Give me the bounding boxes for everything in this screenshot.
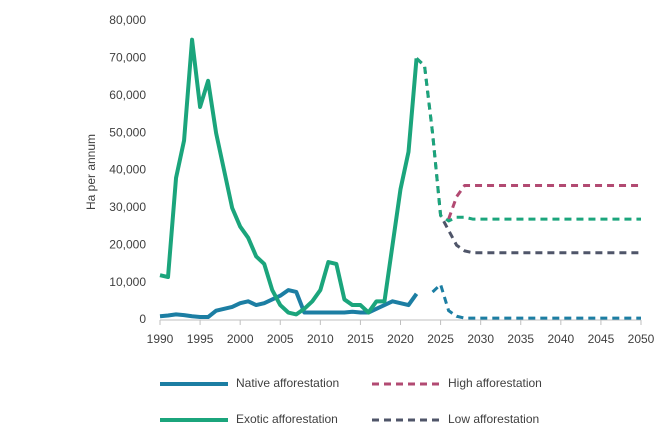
x-tick-label: 2010 xyxy=(307,332,334,346)
y-tick-label: 70,000 xyxy=(109,51,146,65)
series-line xyxy=(415,57,641,223)
x-tick-label: 2030 xyxy=(467,332,494,346)
series-line xyxy=(159,288,419,320)
y-tick-label: 80,000 xyxy=(109,13,146,27)
y-tick-label: 20,000 xyxy=(109,237,146,251)
x-tick-label: 1990 xyxy=(147,332,174,346)
y-tick-label: 60,000 xyxy=(109,88,146,102)
series-line xyxy=(447,183,641,220)
x-tick-label: 2005 xyxy=(267,332,294,346)
y-tick-label: 50,000 xyxy=(109,125,146,139)
y-tick-label: 40,000 xyxy=(109,163,146,177)
x-tick-label: 2035 xyxy=(507,332,534,346)
legend-label: Native afforestation xyxy=(236,376,339,390)
y-tick-label: 30,000 xyxy=(109,200,146,214)
x-tick-label: 2020 xyxy=(387,332,414,346)
series-line xyxy=(431,282,641,320)
series-line xyxy=(415,57,641,255)
series-line xyxy=(159,37,419,317)
y-axis-label: Ha per annum xyxy=(84,134,98,210)
x-tick-label: 1995 xyxy=(187,332,214,346)
x-tick-label: 2025 xyxy=(427,332,454,346)
x-tick-label: 2045 xyxy=(588,332,615,346)
x-tick-label: 2000 xyxy=(227,332,254,346)
x-tick-label: 2040 xyxy=(547,332,574,346)
legend-label: Low afforestation xyxy=(448,412,539,426)
legend-label: Exotic afforestation xyxy=(236,412,338,426)
y-tick-label: 10,000 xyxy=(109,275,146,289)
x-tick-label: 2050 xyxy=(628,332,655,346)
x-tick-label: 2015 xyxy=(347,332,374,346)
legend-label: High afforestation xyxy=(448,376,542,390)
y-tick-label: 0 xyxy=(139,312,146,326)
